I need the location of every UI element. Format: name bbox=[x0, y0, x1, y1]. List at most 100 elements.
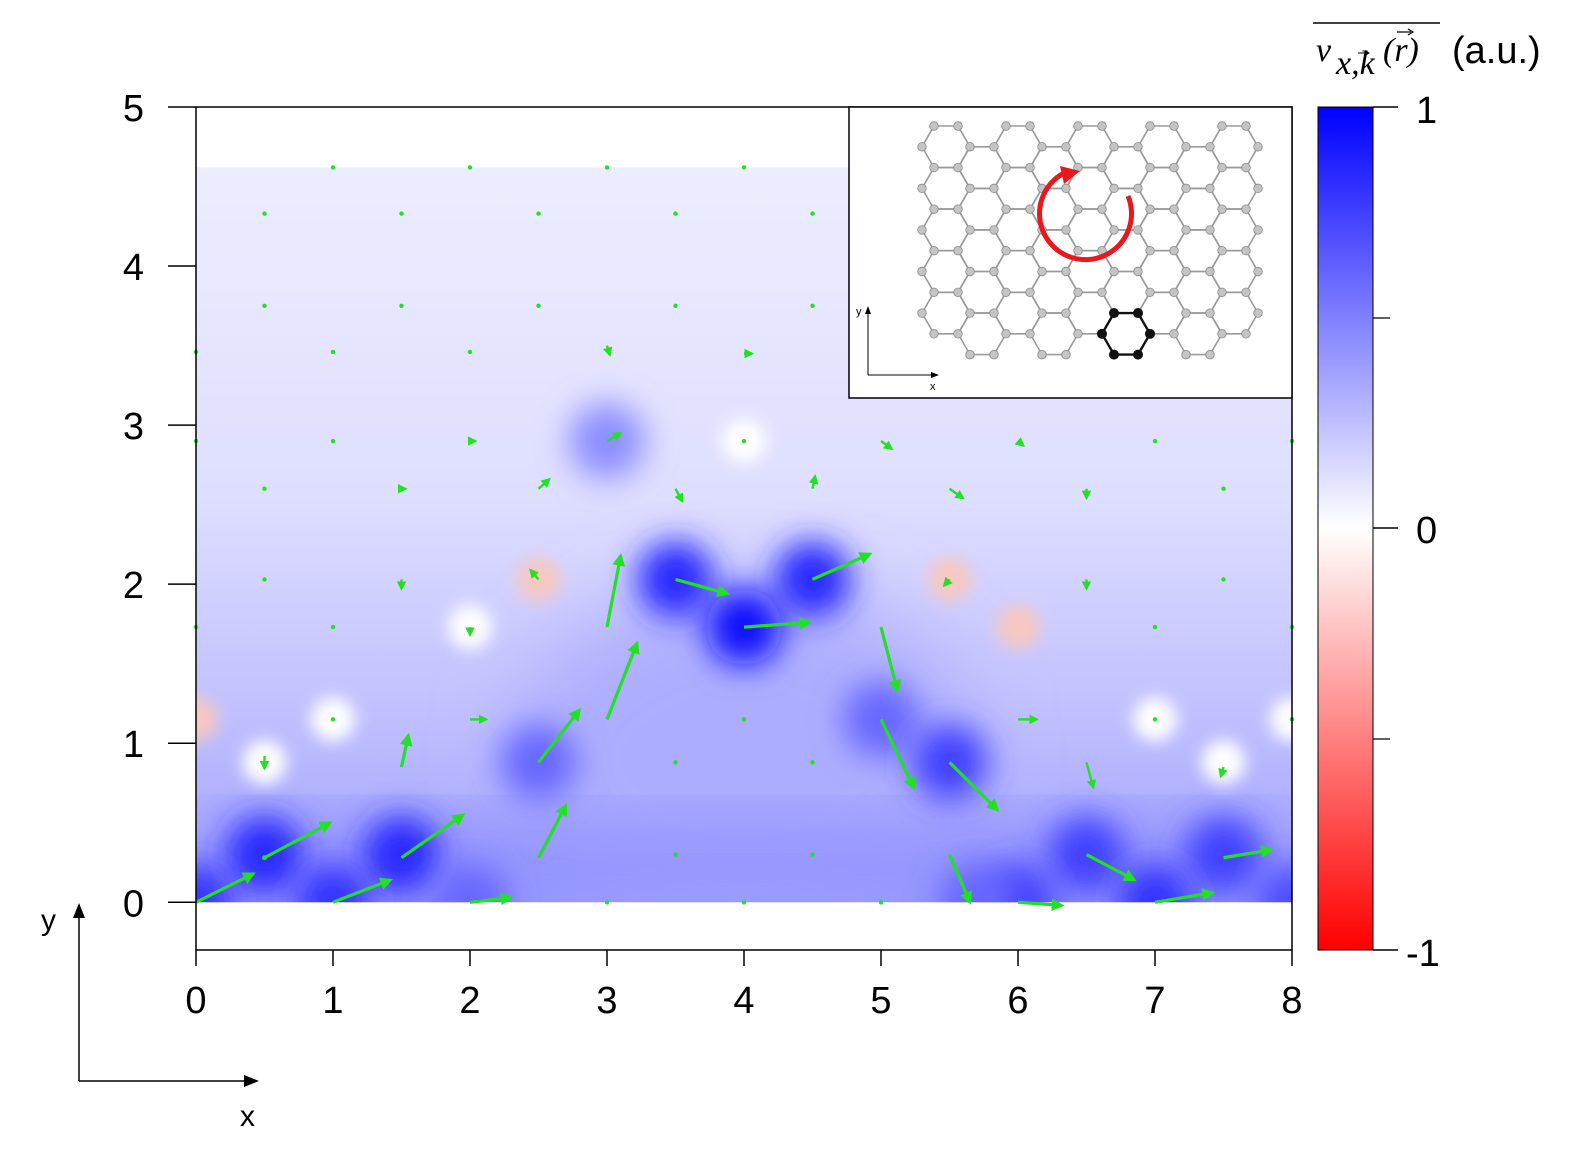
inset: y x bbox=[848, 106, 1293, 399]
heatmap-low-spot bbox=[1201, 740, 1246, 785]
vector-dot bbox=[262, 486, 267, 491]
lattice-atom bbox=[1181, 308, 1191, 318]
lattice-atom bbox=[953, 246, 963, 256]
vector-dot bbox=[604, 165, 610, 170]
lattice-atom bbox=[1061, 349, 1071, 360]
lattice-atom bbox=[917, 142, 927, 152]
heatmap-peak bbox=[196, 864, 234, 903]
lattice-atom bbox=[1169, 204, 1179, 214]
lattice-atom bbox=[1241, 162, 1251, 173]
vector-arrow bbox=[399, 732, 413, 768]
vector-arrow bbox=[1218, 766, 1228, 779]
lattice-atom bbox=[1217, 204, 1227, 214]
y-tick-label: 4 bbox=[123, 247, 144, 289]
lattice-atom bbox=[929, 287, 939, 297]
lattice-atom bbox=[1073, 204, 1083, 214]
vector-dot bbox=[330, 717, 336, 722]
vector-dot bbox=[467, 349, 473, 355]
lattice-atom bbox=[1181, 183, 1191, 194]
vector-arrow bbox=[1014, 437, 1025, 448]
lattice-atom bbox=[1133, 183, 1143, 194]
lattice-atom bbox=[1001, 246, 1011, 256]
lattice-atom bbox=[1253, 142, 1263, 152]
lattice-atom bbox=[1037, 349, 1047, 360]
lattice-atom bbox=[1169, 121, 1179, 131]
lattice-atom bbox=[1061, 225, 1071, 235]
lattice-atom bbox=[1097, 204, 1107, 214]
y-axis: 0 1 2 3 4 5 bbox=[123, 88, 196, 925]
indicator-y-label: y bbox=[41, 904, 56, 937]
vector-arrow bbox=[879, 718, 916, 791]
vector-arrow bbox=[808, 474, 819, 489]
lattice-atom bbox=[1109, 225, 1119, 235]
y-tick-label: 0 bbox=[123, 883, 144, 925]
lattice-atom bbox=[917, 308, 927, 318]
lattice-atom bbox=[1169, 329, 1179, 339]
lattice-atom bbox=[965, 308, 975, 318]
vector-dot bbox=[330, 624, 336, 630]
vector-dot bbox=[673, 760, 678, 765]
lattice-atom bbox=[1133, 142, 1143, 152]
lattice-atom bbox=[1145, 204, 1155, 214]
vector-dot bbox=[262, 211, 267, 216]
lattice-atom bbox=[1181, 225, 1191, 235]
vector-dot bbox=[1152, 624, 1158, 630]
vector-arrow bbox=[948, 761, 1000, 812]
lattice-atom bbox=[1073, 121, 1083, 131]
vector-dot bbox=[399, 211, 404, 216]
lattice-atom bbox=[929, 246, 939, 256]
vector-arrow bbox=[332, 877, 393, 904]
lattice-atom bbox=[1109, 142, 1119, 152]
heatmap-peak bbox=[432, 864, 508, 903]
vector-dot bbox=[262, 577, 267, 582]
lattice-atom bbox=[1205, 183, 1215, 194]
vector-dot bbox=[810, 760, 815, 765]
colorbar-title: v x,k (r) (a.u.) bbox=[1313, 22, 1541, 82]
x-tick-label: 8 bbox=[1281, 980, 1302, 1022]
lattice-atom bbox=[1073, 329, 1083, 339]
lattice-atom bbox=[1061, 183, 1071, 194]
lattice-atom bbox=[1169, 246, 1179, 256]
colorbar: 1 0 -1 v x,k (r) (a.u.) bbox=[1313, 22, 1541, 975]
lattice-atom bbox=[965, 349, 975, 360]
vector-arrow bbox=[529, 568, 540, 581]
vector-dot bbox=[604, 900, 610, 905]
lattice-atom bbox=[1253, 308, 1263, 318]
vector-arrow bbox=[400, 813, 466, 860]
lattice-atom bbox=[917, 183, 927, 194]
lattice-atom bbox=[965, 266, 975, 277]
lattice-atom bbox=[1001, 287, 1011, 297]
vector-arrow bbox=[537, 477, 551, 490]
vector-dot bbox=[536, 303, 541, 309]
lattice-atom bbox=[1133, 225, 1143, 235]
lattice-atom bbox=[1169, 287, 1179, 297]
vector-arrow bbox=[811, 552, 873, 581]
lattice-atom bbox=[1181, 349, 1191, 360]
lattice-atom bbox=[1109, 266, 1119, 277]
lattice-atom bbox=[1037, 308, 1047, 318]
lattice-atom bbox=[1097, 162, 1107, 173]
inset-x-label: x bbox=[930, 381, 936, 393]
lattice-atom bbox=[1001, 162, 1011, 173]
lattice-atom bbox=[953, 162, 963, 173]
lattice-atom bbox=[1253, 266, 1263, 277]
y-tick-label: 3 bbox=[123, 406, 144, 448]
vector-arrow bbox=[1085, 853, 1137, 882]
vector-dot bbox=[1221, 486, 1226, 491]
lattice-atom bbox=[989, 349, 999, 360]
highlighted-atom bbox=[1109, 308, 1119, 319]
graphene-lattice bbox=[917, 121, 1263, 360]
lattice-atom bbox=[929, 162, 939, 173]
lattice-atom bbox=[1025, 246, 1035, 256]
heatmap-peak bbox=[1254, 864, 1292, 903]
vector-dot bbox=[673, 303, 678, 309]
vector-dot bbox=[810, 303, 815, 309]
heatmap-peak bbox=[295, 864, 371, 903]
rotation-arrow bbox=[1037, 166, 1135, 263]
lattice-atom bbox=[1253, 183, 1263, 194]
colorbar-title-v: v bbox=[1316, 32, 1332, 69]
vector-dot bbox=[810, 852, 815, 857]
heatmap-low-spot bbox=[196, 697, 218, 742]
lattice-atom bbox=[1073, 287, 1083, 297]
vector-dot bbox=[330, 165, 336, 170]
